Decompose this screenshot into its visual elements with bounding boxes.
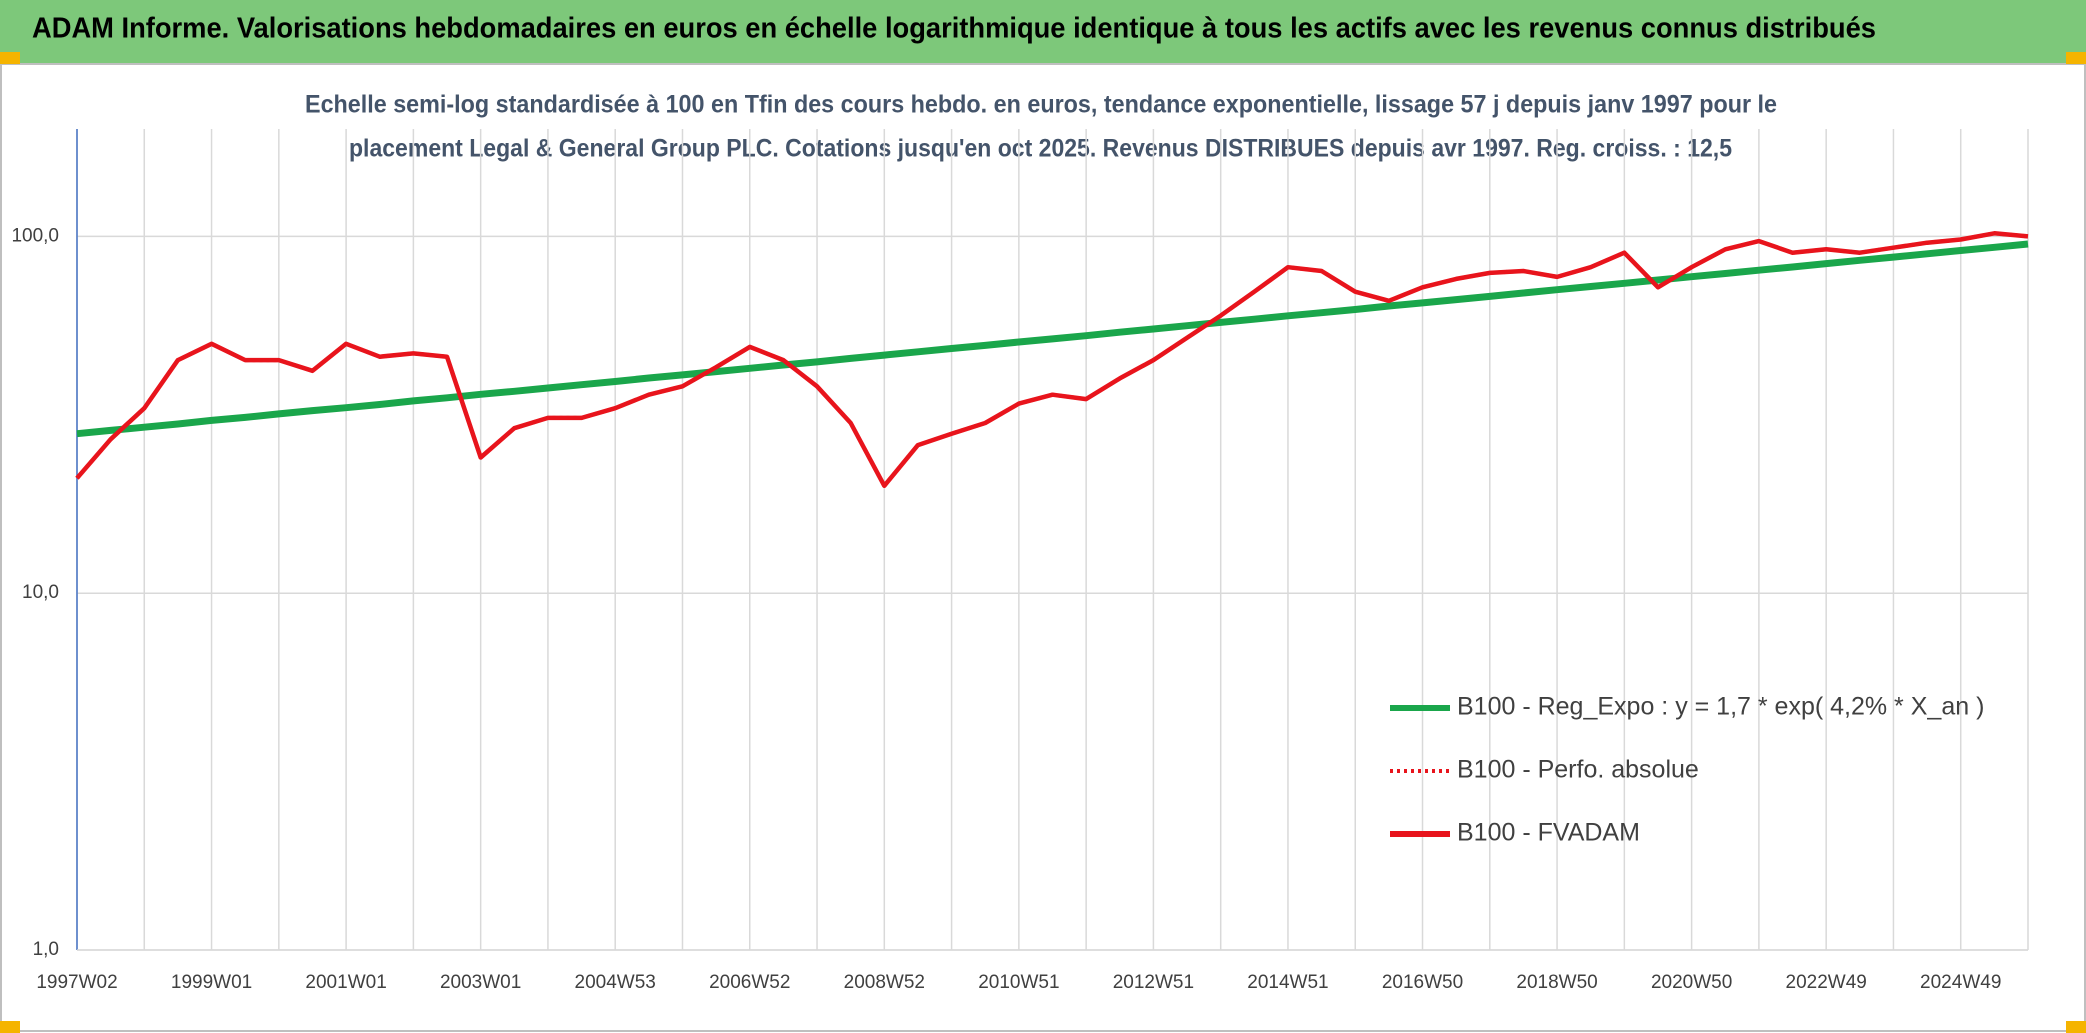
series-line xyxy=(75,231,2029,489)
x-tick-label: 1999W01 xyxy=(171,972,252,993)
legend-label: B100 - FVADAM xyxy=(1457,819,1640,847)
x-tick-label: 2018W50 xyxy=(1516,972,1597,993)
subtitle: placement Legal & General Group PLC. Cot… xyxy=(349,135,1732,163)
legend-label: B100 - Perfo. absolue xyxy=(1457,756,1699,784)
x-tick-label: 2022W49 xyxy=(1786,972,1867,993)
corner xyxy=(0,1021,20,1033)
x-tick-label: 2001W01 xyxy=(305,972,386,993)
header-band xyxy=(0,0,2086,64)
x-tick-label: 2008W52 xyxy=(844,972,925,993)
corner xyxy=(2066,1021,2086,1033)
frame xyxy=(0,63,2086,1032)
x-tick-label: 2010W51 xyxy=(978,972,1059,993)
x-tick-label: 2012W51 xyxy=(1113,972,1194,993)
corner xyxy=(2066,52,2086,64)
x-tick-label: 2003W01 xyxy=(440,972,521,993)
legend-label: B100 - Reg_Expo : y = 1,7 * exp( 4,2% * … xyxy=(1457,693,1984,721)
x-tick-label: 2014W51 xyxy=(1247,972,1328,993)
x-tick-label: 2016W50 xyxy=(1382,972,1463,993)
x-tick-label: 2024W49 xyxy=(1920,972,2001,993)
y-tick-label: 10,0 xyxy=(22,582,59,603)
x-tick-label: 1997W02 xyxy=(36,972,117,993)
x-tick-label: 2004W53 xyxy=(575,972,656,993)
series-line xyxy=(76,240,2029,438)
subtitle: Echelle semi-log standardisée à 100 en T… xyxy=(305,91,1777,119)
y-tick-label: 100,0 xyxy=(11,225,59,246)
x-tick-label: 2020W50 xyxy=(1651,972,1732,993)
x-tick-label: 2006W52 xyxy=(709,972,790,993)
chart-title: ADAM Informe. Valorisations hebdomadaire… xyxy=(32,13,1876,45)
corner xyxy=(0,52,20,64)
y-tick-label: 1,0 xyxy=(33,939,59,960)
